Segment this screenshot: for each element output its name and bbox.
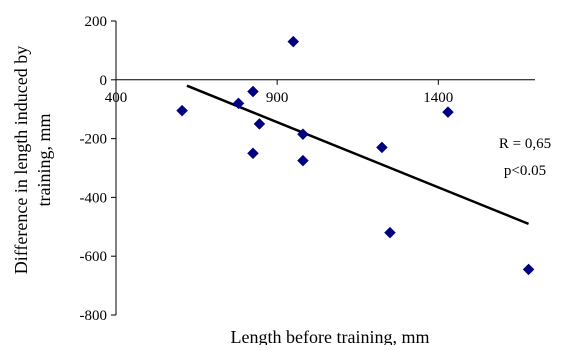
y-tick-label: -800 (80, 308, 108, 324)
y-tick-label: 0 (100, 73, 108, 89)
data-point (247, 147, 259, 160)
trendline (186, 84, 530, 226)
axes (111, 20, 535, 316)
data-point (287, 35, 300, 48)
x-tick-label: 900 (266, 90, 289, 106)
data-point (384, 226, 396, 239)
y-tick-label: -600 (80, 249, 108, 265)
y-tick-label: 200 (85, 14, 108, 30)
x-axis-title: Length before training, mm (231, 327, 430, 345)
tick-labels: 200 0 -200 -400 -600 -800 400 900 1400 (80, 14, 454, 324)
trendline-group (186, 84, 530, 226)
data-point (297, 154, 309, 167)
correlation-annotation: R = 0,65 (499, 136, 551, 152)
data-point (376, 141, 388, 154)
y-tick-label: -400 (80, 190, 108, 206)
y-tick-label: -200 (80, 132, 108, 148)
data-point (442, 106, 454, 118)
data-point (176, 104, 188, 117)
pvalue-annotation: p<0.05 (504, 163, 546, 179)
y-axis-title-line-1: Difference in length induced by (11, 46, 31, 275)
data-point (232, 97, 245, 110)
data-point (247, 85, 259, 98)
data-points (176, 35, 535, 276)
data-point (253, 118, 266, 130)
y-axis-title-line-2: training, mm (34, 114, 54, 207)
data-point (297, 128, 309, 141)
data-point (522, 263, 535, 276)
x-tick-label: 1400 (423, 90, 453, 106)
x-tick-label: 400 (105, 90, 128, 106)
